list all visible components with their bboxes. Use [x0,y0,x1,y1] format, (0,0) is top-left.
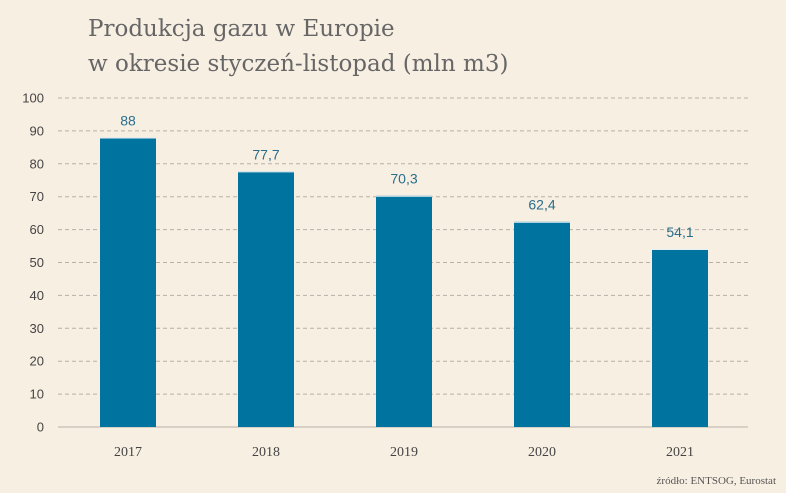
y-tick-label: 50 [30,255,44,270]
bars [100,137,708,428]
bar-2021 [652,249,708,427]
bar-2020 [514,221,570,427]
y-tick-label: 60 [30,222,44,237]
y-tick-label: 40 [30,288,44,303]
y-tick-label: 90 [30,123,44,138]
x-tick-label-2021: 2021 [666,445,694,460]
y-tick-label: 30 [30,321,44,336]
bar-2019 [376,195,432,427]
data-label-2020: 62,4 [528,197,555,213]
x-tick-label-2019: 2019 [390,445,418,460]
x-tick-label-2020: 2020 [528,445,556,460]
x-tick-label-2018: 2018 [252,445,280,460]
y-tick-label: 20 [30,354,44,369]
source-note: źródło: ENTSOG, Eurostat [656,475,776,487]
y-tick-label: 80 [30,156,44,171]
y-tick-label: 100 [22,91,44,106]
y-tick-label: 10 [30,387,44,402]
data-label-2017: 88 [120,112,136,128]
y-tick-label: 70 [30,189,44,204]
y-axis-ticks: 0 10 20 30 40 50 60 70 80 90 100 [22,91,44,435]
x-axis-ticks: 2017 2018 2019 2020 2021 [114,445,694,460]
data-label-2021: 54,1 [666,224,693,240]
bar-2018 [238,171,294,427]
y-tick-label: 0 [37,420,44,435]
chart-title-line-1: Produkcja gazu w Europie [88,16,395,42]
data-label-2019: 70,3 [390,171,417,187]
chart-title-line-2: w okresie styczeń-listopad (mln m3) [88,51,509,77]
chart-title: Produkcja gazu w Europie w okresie stycz… [88,12,508,82]
x-tick-label-2017: 2017 [114,445,142,460]
bar-2017 [100,137,156,428]
data-labels: 88 77,7 70,3 62,4 54,1 [120,112,694,240]
data-label-2018: 77,7 [252,146,279,162]
